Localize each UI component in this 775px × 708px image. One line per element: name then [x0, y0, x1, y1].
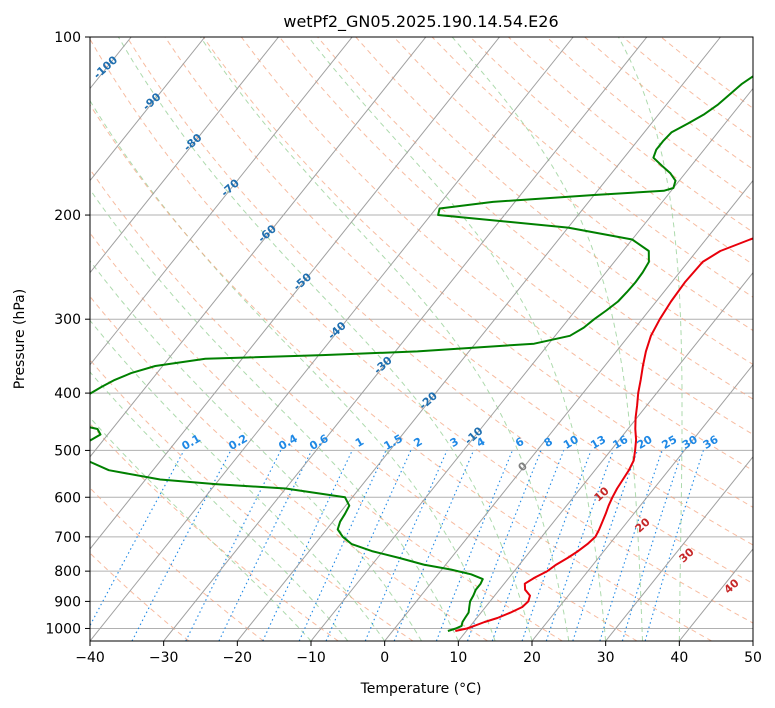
profile-lines [90, 75, 753, 632]
moist-adiabat-line [117, 37, 533, 641]
dry-adiabat-line [90, 104, 712, 641]
y-tick-label: 900 [54, 594, 81, 610]
x-tick-label: −20 [223, 650, 253, 666]
dry-adiabat-line [393, 37, 753, 332]
x-tick-label: 20 [523, 650, 541, 666]
dry-adiabat-line [90, 168, 638, 641]
dewpoint-profile-line [90, 75, 753, 632]
isotherm-line [236, 37, 721, 641]
x-tick-label: −10 [296, 650, 326, 666]
isotherm-line [163, 37, 648, 641]
isotherm-line [90, 37, 427, 458]
dry-adiabat-line [279, 37, 753, 436]
mixing-ratio-line [435, 450, 514, 641]
y-tick-label: 600 [54, 490, 81, 506]
dry-adiabat-line [90, 232, 563, 641]
mixing-ratio-line [599, 450, 663, 641]
moist-adiabat-line [90, 371, 349, 641]
y-axis-ticks: 100 200 300 400 500 600 700 800 900 1000 [45, 30, 90, 637]
y-tick-label: 500 [54, 443, 81, 459]
y-tick-label: 1000 [45, 621, 81, 637]
mixing-ratio-line [262, 450, 353, 641]
isotherm-line [384, 179, 753, 641]
x-axis-ticks: −40 −30 −20 −10 0 10 20 30 40 50 [75, 641, 762, 666]
mixing-ratio-line [298, 450, 387, 641]
x-tick-label: −30 [149, 650, 179, 666]
isotherm-line [90, 37, 574, 641]
mixing-ratio-line [621, 450, 684, 641]
isotherm-line [90, 37, 206, 182]
moist-adiabat-line [451, 37, 643, 641]
dry-adiabat-line [90, 487, 264, 641]
mixing-ratio-line [572, 450, 638, 641]
mixing-ratio-line [218, 450, 313, 641]
chart-title: wetPf2_GN05.2025.190.14.54.E26 [283, 12, 558, 32]
isotherm-line [90, 37, 500, 550]
x-tick-label: −40 [75, 650, 105, 666]
moist-adiabat-line [308, 37, 607, 641]
isotherms [90, 37, 753, 641]
temperature-profile-line [455, 237, 753, 632]
mixing-ratio-line [545, 450, 614, 641]
x-tick-label: 10 [449, 650, 467, 666]
isotherm-line [90, 37, 279, 274]
x-tick-label: 40 [670, 650, 688, 666]
x-axis-title: Temperature (°C) [360, 681, 482, 697]
dry-adiabats [90, 37, 753, 641]
y-tick-label: 300 [54, 312, 81, 328]
dry-adiabat-line [90, 38, 753, 624]
y-axis-title: Pressure (hPa) [12, 289, 28, 389]
moist-adiabat-line [90, 260, 422, 641]
y-tick-label: 100 [54, 30, 81, 46]
mixing-ratio-line [466, 450, 542, 641]
x-tick-label: 0 [380, 650, 389, 666]
x-tick-label: 30 [597, 650, 615, 666]
dry-adiabat-line [90, 295, 488, 641]
y-tick-label: 400 [54, 386, 81, 402]
mixing-ratio-line [185, 450, 282, 641]
moist-adiabat-line [90, 99, 496, 641]
y-tick-label: 700 [54, 530, 81, 546]
mixing-ratio-line [90, 450, 185, 627]
isotherm-line [457, 271, 753, 641]
x-tick-label: 50 [744, 650, 762, 666]
mixing-ratio-lines [90, 450, 704, 641]
dry-adiabat-line [202, 37, 753, 508]
dry-adiabat-line [126, 37, 753, 585]
moist-adiabat-line [90, 188, 459, 641]
y-tick-label: 200 [54, 208, 81, 224]
isotherm-line [531, 363, 753, 641]
plot-frame [89, 36, 754, 642]
y-tick-label: 800 [54, 564, 81, 580]
dry-adiabat-line [317, 37, 753, 400]
dry-adiabat-line [90, 552, 190, 641]
isotherm-line [90, 37, 353, 366]
isotherm-line [605, 456, 753, 641]
